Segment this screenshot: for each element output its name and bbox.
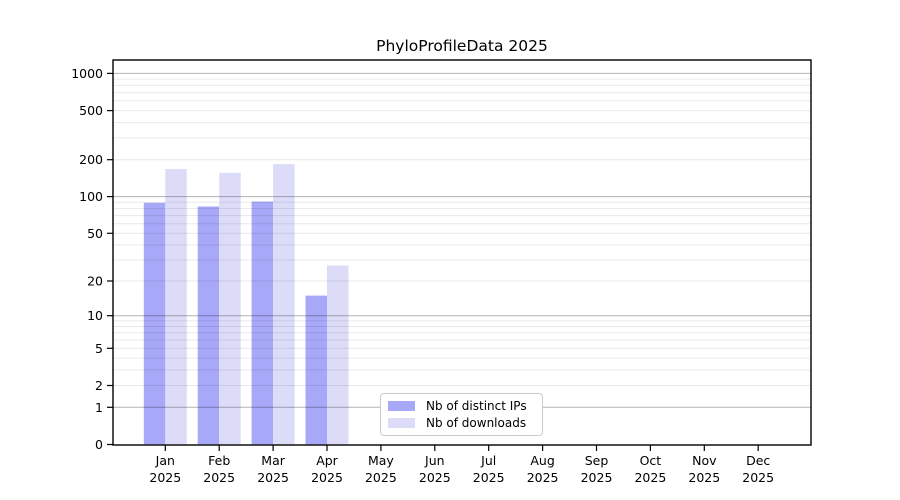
legend-label-distinct-ips: Nb of distinct IPs — [426, 399, 527, 414]
legend-label-downloads: Nb of downloads — [426, 415, 527, 430]
x-tick-label-month: May — [368, 453, 394, 468]
x-tick-label-month: Aug — [530, 453, 554, 468]
x-tick-label-year: 2025 — [365, 470, 397, 485]
bar-downloads — [327, 265, 349, 445]
x-tick-label-year: 2025 — [473, 470, 505, 485]
bar-downloads — [165, 169, 187, 445]
x-tick-label-month: Nov — [692, 453, 717, 468]
x-tick-label-year: 2025 — [527, 470, 559, 485]
legend-swatch-downloads — [388, 417, 415, 428]
legend-swatch-distinct-ips — [388, 401, 415, 412]
x-tick-label-year: 2025 — [581, 470, 613, 485]
legend-item-downloads: Nb of downloads — [388, 417, 534, 429]
x-tick-label-month: Dec — [746, 453, 770, 468]
x-tick-label-year: 2025 — [203, 470, 235, 485]
y-tick-label: 200 — [79, 152, 103, 167]
x-tick-label-year: 2025 — [257, 470, 289, 485]
x-tick-label-month: Sep — [585, 453, 609, 468]
y-tick-label: 20 — [87, 274, 103, 289]
x-tick-label-month: Jan — [155, 453, 175, 468]
y-tick-label: 1000 — [71, 66, 103, 81]
x-tick-label-year: 2025 — [634, 470, 666, 485]
legend-item-distinct-ips: Nb of distinct IPs — [388, 400, 534, 412]
y-tick-label: 2 — [95, 378, 103, 393]
bar-distinct-ips — [197, 206, 220, 445]
x-tick-label-month: Oct — [640, 453, 662, 468]
y-tick-label: 5 — [95, 341, 103, 356]
bar-distinct-ips — [305, 295, 327, 445]
y-tick-label: 0 — [95, 437, 103, 452]
chart-title: PhyloProfileData 2025 — [376, 37, 548, 55]
legend: Nb of distinct IPs Nb of downloads — [380, 393, 543, 436]
y-tick-label: 10 — [87, 308, 103, 323]
x-tick-label-month: Jun — [424, 453, 445, 468]
y-tick-label: 50 — [87, 226, 103, 241]
x-tick-label-month: Jul — [480, 453, 496, 468]
bar-downloads — [219, 172, 241, 445]
x-tick-label-month: Feb — [208, 453, 230, 468]
bar-distinct-ips — [251, 201, 274, 445]
x-tick-label-year: 2025 — [688, 470, 720, 485]
bar-downloads — [273, 164, 295, 445]
x-tick-label-month: Apr — [316, 453, 338, 468]
x-tick-label-year: 2025 — [742, 470, 774, 485]
bar-distinct-ips — [143, 202, 166, 445]
y-tick-label: 100 — [79, 189, 103, 204]
x-tick-label-year: 2025 — [311, 470, 343, 485]
y-tick-label: 500 — [79, 103, 103, 118]
y-tick-label: 1 — [95, 400, 103, 415]
x-tick-label-year: 2025 — [149, 470, 181, 485]
x-tick-label-month: Mar — [261, 453, 285, 468]
plot-frame — [112, 59, 812, 446]
x-tick-label-year: 2025 — [419, 470, 451, 485]
